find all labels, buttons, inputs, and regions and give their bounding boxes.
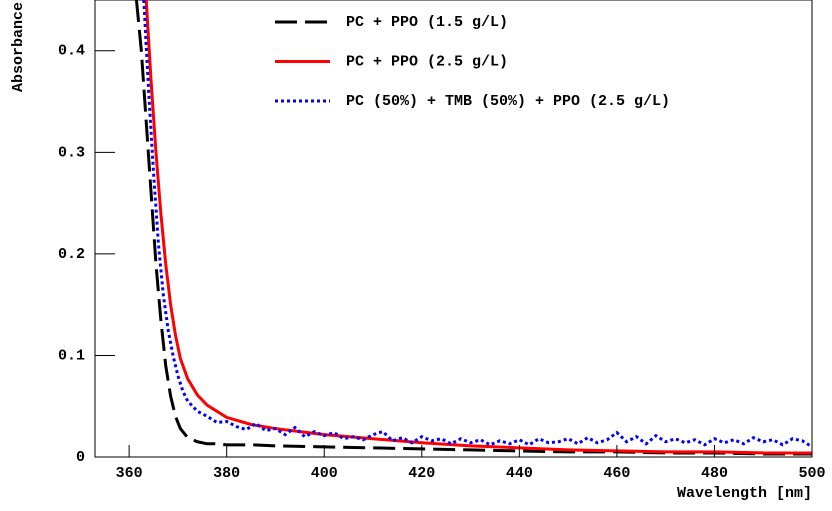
y-tick-label: 0.2 xyxy=(58,246,85,263)
y-tick-label: 0.1 xyxy=(58,347,85,364)
plot-frame xyxy=(94,0,813,458)
x-tick-label: 460 xyxy=(603,465,630,482)
line-series xyxy=(144,0,812,455)
line-series xyxy=(134,0,812,456)
legend-label: PC (50%) + TMB (50%) + PPO (2.5 g/L) xyxy=(346,93,670,110)
line-series xyxy=(142,0,812,449)
y-tick-label: 0 xyxy=(76,449,85,466)
x-tick-label: 480 xyxy=(701,465,728,482)
y-tick-label: 0.4 xyxy=(58,43,85,60)
x-tick-label: 420 xyxy=(408,465,435,482)
y-axis-label: Absorbance xyxy=(10,2,27,92)
x-axis-label: Wavelength [nm] xyxy=(677,485,812,502)
y-tick-label: 0.3 xyxy=(58,144,85,161)
x-tick-label: 360 xyxy=(116,465,143,482)
x-tick-label: 400 xyxy=(311,465,338,482)
legend-label: PC + PPO (2.5 g/L) xyxy=(346,53,508,70)
x-tick-label: 380 xyxy=(213,465,240,482)
plot-area xyxy=(134,0,812,456)
legend-label: PC + PPO (1.5 g/L) xyxy=(346,14,508,31)
x-tick-label: 500 xyxy=(798,465,825,482)
x-tick-label: 440 xyxy=(506,465,533,482)
